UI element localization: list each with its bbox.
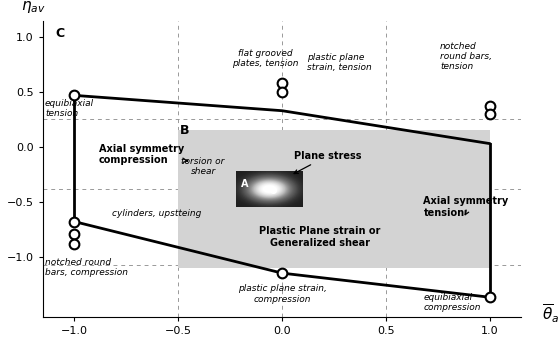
Text: equibiaxial
tension: equibiaxial tension [45, 99, 94, 118]
Text: B: B [180, 124, 190, 137]
Text: notched
round bars,
tension: notched round bars, tension [440, 42, 492, 71]
Text: C: C [55, 27, 65, 40]
Text: Plane stress: Plane stress [294, 151, 362, 174]
Text: Plastic Plane strain or
Generalized shear: Plastic Plane strain or Generalized shea… [259, 226, 380, 248]
Text: Axial symmetry
tension: Axial symmetry tension [424, 197, 509, 218]
Text: plastic plane
strain, tension: plastic plane strain, tension [307, 53, 372, 72]
Text: torsion or
shear: torsion or shear [182, 157, 225, 176]
Text: cylinders, upstteing: cylinders, upstteing [112, 209, 201, 218]
Y-axis label: $\eta_{av}$: $\eta_{av}$ [21, 0, 46, 15]
Text: flat grooved
plates, tension: flat grooved plates, tension [232, 48, 299, 68]
Bar [178, 130, 490, 268]
Text: Axial symmetry
compression: Axial symmetry compression [99, 144, 187, 165]
Text: notched round
bars, compression: notched round bars, compression [45, 258, 128, 277]
Text: A: A [240, 179, 248, 189]
Text: plastic plane strain,
compression: plastic plane strain, compression [238, 284, 326, 304]
X-axis label: $\overline{\theta}_{av}$: $\overline{\theta}_{av}$ [542, 302, 559, 325]
Text: equibiaxial
compression: equibiaxial compression [424, 293, 481, 312]
